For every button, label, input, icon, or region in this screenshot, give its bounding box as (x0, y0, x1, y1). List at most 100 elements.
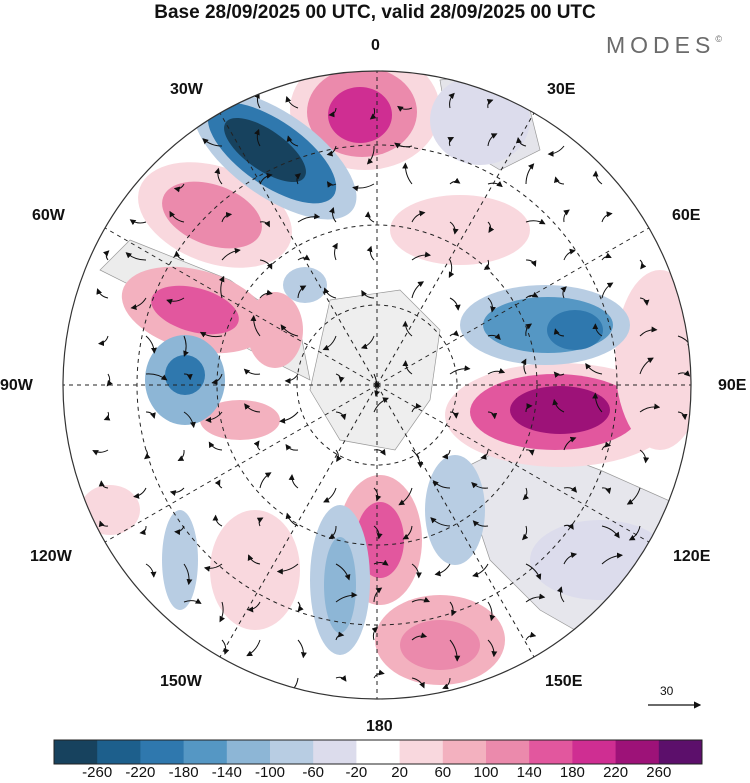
wind-vector (145, 411, 156, 419)
wind-vector (221, 639, 230, 655)
wind-vector (442, 677, 451, 690)
wind-vector (284, 373, 299, 384)
wind-vector (592, 323, 603, 337)
wind-vector (129, 219, 147, 226)
wind-vector (472, 563, 489, 578)
wind-vector (525, 163, 535, 185)
wind-vector (522, 525, 529, 541)
wind-vector (106, 373, 113, 387)
wind-vector (259, 472, 272, 489)
brand-logo: MODES© (606, 32, 722, 59)
colorbar-tick: -140 (211, 764, 242, 781)
lon-label-60e: 60E (672, 207, 701, 224)
colorbar-swatch (226, 740, 271, 764)
wind-vector (294, 173, 301, 185)
colorbar-tick: 180 (559, 764, 585, 781)
wind-vector (373, 559, 389, 566)
wind-vector (398, 487, 413, 506)
wind-vector (288, 474, 299, 489)
wind-vector (125, 252, 147, 261)
wind-vector (208, 441, 223, 451)
map-title: Base 28/09/2025 00 UTC, valid 28/09/2025… (154, 2, 596, 23)
wind-vector (411, 632, 428, 641)
wind-vector (246, 639, 261, 657)
wind-vector (471, 482, 489, 489)
wind-vector (166, 297, 185, 305)
wind-vector (212, 514, 223, 527)
wind-vector (487, 639, 498, 658)
colorbar-swatch (356, 740, 401, 764)
lon-label-60w: 60W (32, 207, 65, 224)
wind-vector (553, 328, 565, 337)
wind-vector (183, 563, 193, 586)
wind-vector (285, 512, 299, 527)
wind-vector (177, 449, 185, 461)
wind-vector (525, 259, 537, 267)
wind-vector (322, 335, 337, 351)
wind-vector (585, 362, 603, 375)
wind-vector (98, 520, 109, 528)
wind-vector (487, 411, 498, 420)
wind-vector (601, 552, 623, 565)
wind-vector (219, 601, 226, 623)
wind-vector (556, 586, 565, 603)
wind-vector (402, 525, 413, 540)
wind-vector (447, 137, 455, 147)
wind-vector (487, 601, 496, 622)
wind-vector (487, 221, 495, 233)
wind-vector (103, 250, 110, 261)
wind-vector (525, 291, 539, 299)
anomaly-field (63, 71, 691, 699)
wind-vector (639, 403, 661, 413)
colorbar-swatch (658, 740, 703, 764)
wind-vector (214, 479, 223, 489)
wind-vector (402, 360, 413, 375)
wind-vector (276, 563, 299, 575)
wind-vector (472, 520, 489, 527)
wind-vector (133, 487, 147, 499)
lon-label-30w: 30W (170, 81, 203, 98)
wind-vector (364, 211, 375, 223)
wind-vector (487, 181, 503, 188)
wind-vector (199, 331, 223, 338)
wind-vector (520, 358, 527, 375)
wind-vector (394, 142, 413, 149)
wind-vector (297, 639, 307, 659)
wind-vector (525, 323, 533, 337)
wind-vector (449, 221, 459, 235)
wind-vector (432, 480, 451, 489)
wind-vector (326, 181, 337, 188)
wind-vector (335, 449, 342, 463)
colorbar-tick: 20 (391, 764, 408, 781)
wind-vector (243, 368, 261, 375)
wind-vector (487, 367, 506, 375)
wind-vector (202, 138, 223, 147)
wind-vector (285, 443, 299, 451)
lon-label-90e: 90E (718, 377, 747, 394)
wind-vector (411, 251, 431, 261)
wind-vector (145, 373, 168, 381)
wind-vector (449, 639, 461, 662)
colorbar-tick: 60 (434, 764, 452, 781)
colorbar (53, 739, 703, 765)
lon-label-120e: 120E (673, 548, 711, 565)
wind-vector (449, 365, 471, 375)
wind-vector (139, 525, 147, 536)
wind-vector (259, 259, 273, 270)
wind-vector (369, 107, 377, 120)
wind-vector (335, 411, 347, 421)
wind-vector (626, 487, 641, 505)
lon-label-150e: 150E (545, 673, 583, 690)
wind-vector (601, 211, 613, 223)
lon-label-90w: 90W (0, 377, 33, 394)
wind-vector (250, 315, 261, 337)
wind-vector (449, 411, 459, 419)
colorbar-tick: 100 (473, 764, 499, 781)
wind-vector (221, 247, 241, 261)
wind-vector (335, 631, 345, 641)
wind-vector (430, 517, 451, 527)
colorbar-swatch (529, 740, 573, 764)
wind-vector (352, 183, 375, 192)
wind-vector (183, 335, 189, 357)
wind-vector (256, 517, 264, 527)
